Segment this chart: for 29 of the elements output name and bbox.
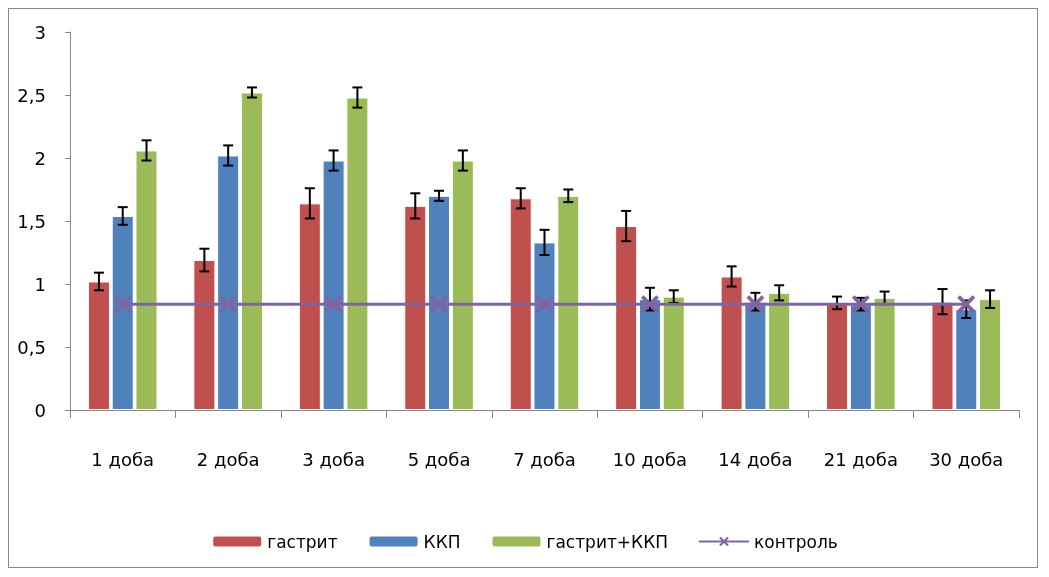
y-tick-label: 3: [34, 21, 46, 43]
bar: [638, 299, 661, 410]
legend-label: ККП: [423, 531, 461, 552]
bar: [615, 226, 638, 410]
y-tick-label: 2,5: [17, 84, 46, 106]
bar: [979, 299, 1002, 410]
x-tick-label: 5 доба: [407, 448, 471, 470]
y-tick-label: 1: [34, 273, 46, 295]
bar: [240, 92, 263, 410]
y-tick-label: 2: [34, 147, 46, 169]
bar: [87, 281, 110, 410]
y-tick-label: 0: [34, 399, 46, 421]
y-tick-label: 0,5: [17, 336, 46, 358]
legend-label: гастрит+ККП: [546, 531, 669, 552]
y-tick-label: 1,5: [17, 210, 46, 232]
bar: [428, 195, 451, 410]
x-tick-label: 30 доба: [929, 448, 1004, 470]
x-tick-label: 14 доба: [718, 448, 793, 470]
x-tick-label: 21 доба: [823, 448, 898, 470]
bar: [404, 205, 427, 410]
x-tick-label: 7 доба: [513, 448, 576, 470]
x-tick-label: 3 доба: [302, 448, 365, 470]
bar: [662, 296, 685, 410]
legend-label: гастрит: [267, 531, 338, 552]
x-tick-label: 10 доба: [612, 448, 688, 470]
x-tick-label: 1 доба: [91, 448, 155, 470]
legend-label: контроль: [754, 531, 838, 552]
x-tick-label: 2 доба: [196, 448, 260, 470]
bar: [451, 160, 474, 410]
